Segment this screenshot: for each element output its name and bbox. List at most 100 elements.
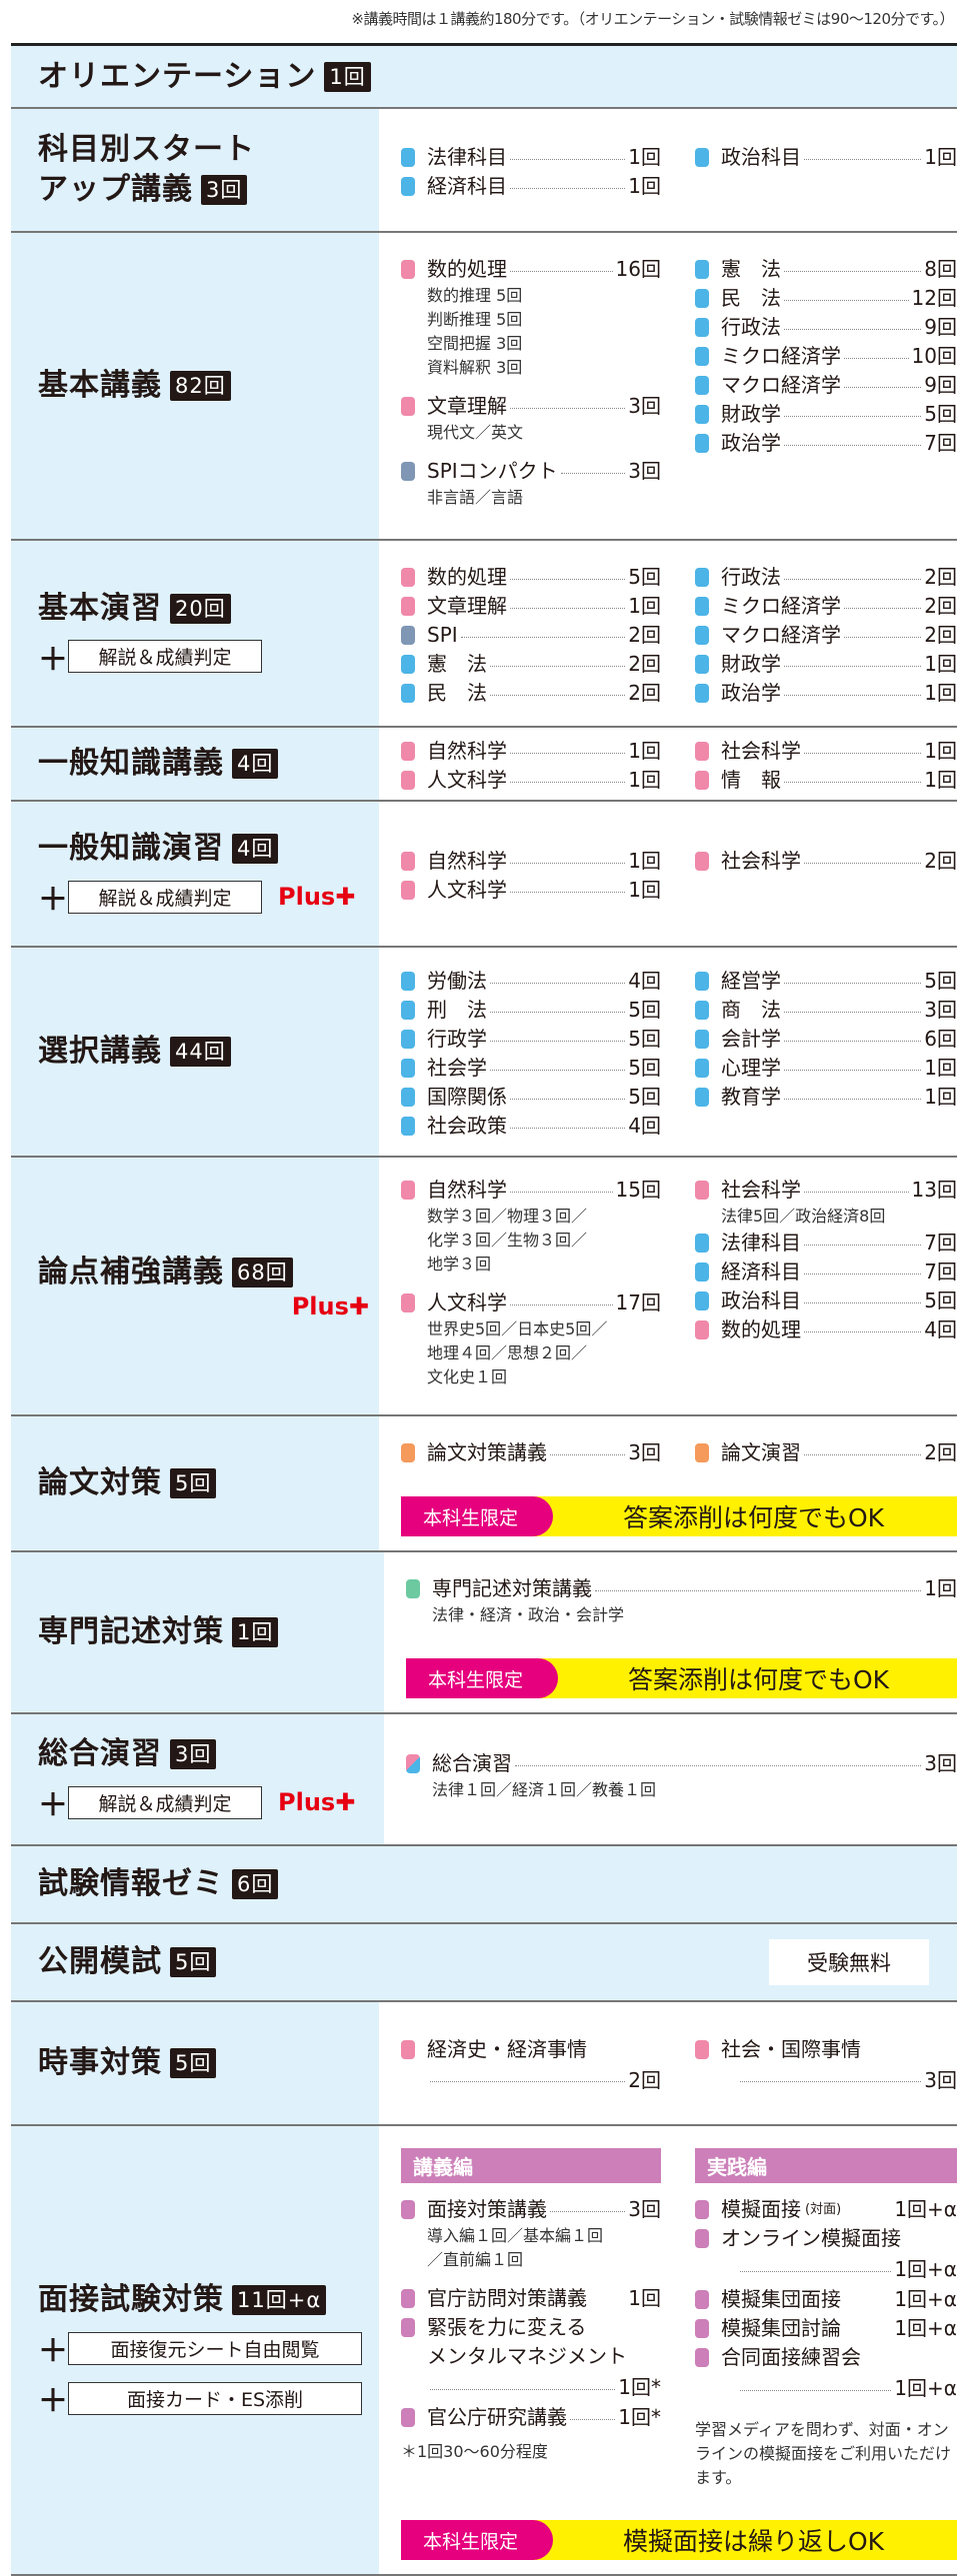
item-name: 政治科目 [721, 1288, 801, 1312]
section-title-text: 総合演習 [38, 1736, 162, 1771]
row-content: 論文対策講義 3回 論文演習 2回 本科生限定 答案添削は何度でもOK [379, 1416, 957, 1550]
curriculum-table: オリエンテーション 1回 科目別スタート アップ講義 3回 法律科目 1回 経済科目 1回 政治科… [11, 43, 957, 2576]
session-count-badge: 44回 [170, 1037, 231, 1067]
item-line: 行政学 5回 [401, 1025, 661, 1054]
list-item: 数的処理 16回 数的推理 5回 判断推理 5回 空間把握 3回 資料解釈 3回 [401, 255, 661, 392]
item-count-line: 3回 [695, 2064, 957, 2096]
item-detail: 法律１回／経済１回／教養１回 [432, 1779, 657, 1799]
item-count: 4回 [924, 1316, 957, 1341]
item-count: 5回 [628, 998, 661, 1022]
item-line: ミクロ経済学 10回 [695, 342, 957, 371]
leader-dots [804, 753, 922, 754]
leader-dots [784, 1012, 922, 1013]
leader-dots [490, 695, 626, 696]
item-count: 10回 [911, 343, 957, 368]
list-item: 国際関係 5回 [401, 1083, 661, 1112]
row-content: 経済史・経済事情 2回 社会・国際事情 3回 [379, 2002, 957, 2124]
plus-sign-icon: ＋ [38, 642, 68, 678]
leader-dots [784, 983, 922, 984]
item-line: 民 法 12回 [695, 284, 957, 313]
item-detail: 導入編１回／基本編１回 [427, 2226, 604, 2245]
session-count-badge: 82回 [170, 371, 231, 401]
bullet-icon [695, 317, 709, 337]
bullet-icon [695, 2039, 709, 2059]
item-column: 社会・国際事情 3回 [695, 2035, 957, 2096]
list-item: 模擬集団討論 1回+α [695, 2314, 957, 2343]
item-detail: 地学３回 [427, 1254, 492, 1274]
list-item: 憲 法 8回 [695, 255, 957, 284]
item-name: 財政学 [721, 401, 781, 426]
bullet-icon [406, 1579, 420, 1598]
bullet-icon [401, 1059, 415, 1078]
section-title-line1: 科目別スタート [38, 132, 255, 167]
extra-feature: ＋解説＆成績判定 Plus✚ [38, 1780, 384, 1824]
bullet-icon [695, 1290, 709, 1310]
item-line: 数的処理 4回 [695, 1315, 957, 1344]
section-title-text: 選択講義 [38, 1034, 162, 1069]
item-line: 行政法 9回 [695, 313, 957, 342]
bullet-icon [695, 655, 709, 674]
list-item: 社会政策 4回 [401, 1112, 661, 1141]
item-detail: 世界史5回／日本史5回／ [427, 1318, 608, 1338]
item-count: 15回 [615, 1177, 661, 1202]
row-header: 科目別スタート アップ講義 3回 [11, 109, 379, 231]
item-count: 2回 [628, 652, 661, 676]
list-item: 法律科目 1回 [401, 143, 661, 172]
section-title: 時事対策 5回 [38, 2043, 379, 2083]
spacer [406, 1802, 957, 1814]
list-item: 政治学 7回 [695, 429, 957, 458]
item-detail: 資料解釈 3回 [427, 357, 523, 377]
item-line: 自然科学 15回 [401, 1176, 661, 1205]
row-header: 時事対策 5回 [11, 2002, 379, 2124]
row-content: 自然科学 15回 数学３回／物理３回／ 化学３回／生物３回／ 地学３回 人文科学 17回 世界… [379, 1158, 957, 1414]
leader-dots [595, 1590, 922, 1591]
leader-dots [844, 637, 922, 638]
item-column: 行政法 2回 ミクロ経済学 2回 マクロ経済学 2回 財政学 1回 政治学 1回 [695, 563, 957, 708]
item-name: 法律科目 [427, 145, 507, 169]
item-line: 商 法 3回 [695, 996, 957, 1025]
section-header: 実践編 [695, 2148, 957, 2183]
item-line: 人文科学 17回 [401, 1288, 661, 1317]
bullet-icon [401, 568, 415, 587]
bullet-icon [401, 2289, 415, 2308]
item-line: 政治学 7回 [695, 429, 957, 458]
item-line: オンライン模擬面接 [695, 2224, 957, 2253]
item-count: 5回 [628, 1056, 661, 1080]
list-item: オンライン模擬面接 1回+α [695, 2224, 957, 2285]
section-title-text: 一般知識講義 [38, 746, 224, 781]
section-header: 講義編 [401, 2148, 661, 2183]
item-name: ミクロ経済学 [721, 594, 841, 618]
item-count-line: 1回+α [695, 2253, 957, 2285]
item-column: 自然科学 1回 人文科学 1回 [401, 737, 661, 795]
list-item: 緊張を力に変える メンタルマネジメント 1回* [401, 2313, 661, 2403]
bullet-icon [695, 2319, 709, 2338]
bullet-icon [401, 2408, 415, 2427]
section-title: 一般知識講義 4回 [38, 744, 379, 784]
bullet-icon [401, 1030, 415, 1049]
item-count: 7回 [924, 430, 957, 455]
list-item: 教育学 1回 [695, 1083, 957, 1112]
item-name: 数的処理 [721, 1316, 801, 1341]
item-line: 文章理解 1回 [401, 592, 661, 621]
row-content: 数的処理 16回 数的推理 5回 判断推理 5回 空間把握 3回 資料解釈 3回 文章理解 3… [379, 233, 957, 539]
feature-box: 解説＆成績判定 [68, 880, 262, 914]
leader-dots [510, 863, 626, 864]
bullet-icon [695, 1262, 709, 1282]
row-header: 一般知識演習 4回 ＋解説＆成績判定 Plus✚ [11, 802, 379, 946]
item-count: 4回 [628, 969, 661, 993]
item-column: 経営学 5回商 法 3回 会計学 6回 心理学 1回 教育学 1回 [695, 967, 957, 1141]
item-line: 民 法 2回 [401, 679, 661, 708]
leader-dots [515, 1764, 922, 1766]
banner-text: 答案添削は何度でもOK [623, 1503, 885, 1532]
row-9: 専門記述対策 1回 専門記述対策講義 1回 法律・経済・政治・会計学 本科生限定 答案添削は… [11, 1552, 957, 1714]
session-count-badge: 11回+α [232, 2285, 327, 2315]
session-count-badge: 1回 [232, 1617, 279, 1647]
list-item: 模擬集団面接 1回+α [695, 2285, 957, 2314]
item-name: 社会科学 [721, 739, 801, 763]
item-line: 模擬集団討論 1回+α [695, 2314, 957, 2343]
leader-dots [784, 270, 922, 272]
bullet-icon [695, 1030, 709, 1049]
item-line: 総合演習 3回 [406, 1749, 957, 1778]
item-name: 論文演習 [721, 1440, 801, 1464]
item-name: 民 法 [721, 285, 781, 310]
